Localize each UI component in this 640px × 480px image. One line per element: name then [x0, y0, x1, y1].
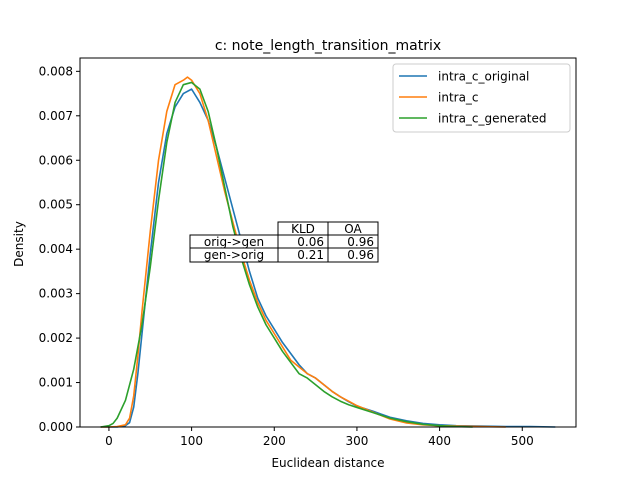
- axes: 0 100 200 300 400 500 0.000 0.001 0.002 0.003 0.00…: [39, 57, 577, 448]
- legend-box: [392, 63, 571, 133]
- plot-frame: [79, 57, 577, 428]
- y-tick-label: 0.001: [39, 376, 73, 390]
- x-tick-label: 300: [345, 434, 368, 448]
- y-tick-label: 0.007: [39, 109, 73, 123]
- table-row-label: gen->orig: [204, 248, 264, 262]
- legend-label-intra_c_generated: intra_c_generated: [438, 112, 547, 126]
- y-tick-label: 0.005: [39, 198, 73, 212]
- y-axis-label: Density: [12, 221, 26, 267]
- y-tick-label: 0.002: [39, 331, 73, 345]
- table-cell: 0.21: [297, 248, 324, 262]
- y-tick-label: 0.000: [39, 420, 73, 434]
- table-col-header: KLD: [291, 222, 315, 236]
- legend-label-intra_c_original: intra_c_original: [438, 70, 529, 84]
- legend-label-intra_c: intra_c: [438, 91, 479, 105]
- legend: intra_c_original intra_c intra_c_generated: [392, 63, 571, 133]
- table-row: [189, 247, 379, 263]
- stats-table: KLD OA orig->gen 0.06 0.96 gen->orig 0.21 0.96: [189, 221, 379, 263]
- y-tick-label: 0.006: [39, 153, 73, 167]
- table-cell: 0.06: [297, 235, 324, 249]
- series-lines: [100, 76, 556, 428]
- x-axis-label: Euclidean distance: [271, 456, 384, 470]
- table-cell: 0.96: [347, 248, 374, 262]
- y-tick-label: 0.004: [39, 242, 73, 256]
- x-tick-label: 100: [180, 434, 203, 448]
- y-tick-label: 0.008: [39, 64, 73, 78]
- chart-title: c: note_length_transition_matrix: [215, 38, 441, 54]
- x-tick-label: 500: [511, 434, 534, 448]
- y-tick-label: 0.003: [39, 287, 73, 301]
- series-line-intra_c_generated: [100, 81, 473, 428]
- x-tick-label: 400: [428, 434, 451, 448]
- x-tick-label: 0: [105, 434, 113, 448]
- table-row-label: orig->gen: [204, 235, 264, 249]
- table-cell: 0.96: [347, 235, 374, 249]
- table-col-header: OA: [344, 222, 362, 236]
- x-tick-label: 200: [263, 434, 286, 448]
